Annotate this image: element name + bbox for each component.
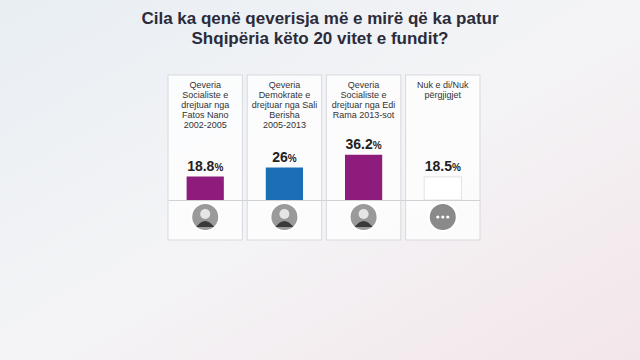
bars xyxy=(187,155,462,200)
bar xyxy=(424,177,461,200)
data-label: 26% xyxy=(272,149,297,165)
panel xyxy=(247,75,321,240)
portrait-head xyxy=(200,209,210,219)
portrait xyxy=(270,203,298,231)
bar xyxy=(345,155,382,200)
data-label: 36.2% xyxy=(346,136,382,152)
portrait xyxy=(350,203,378,231)
portraits xyxy=(191,203,457,231)
portrait xyxy=(429,203,457,231)
title: Cila ka qenë qeverisja më e mirë që ka p… xyxy=(141,9,499,48)
panel xyxy=(326,75,400,240)
bar xyxy=(187,177,224,201)
data-label: 18.8% xyxy=(187,158,223,174)
bar xyxy=(266,168,303,201)
portrait-body xyxy=(275,221,293,227)
background xyxy=(0,0,640,360)
category-label: Nuk e di/Nukpërgjigjet xyxy=(417,80,469,100)
portrait-body xyxy=(196,221,214,227)
dots-icon xyxy=(441,215,444,218)
chart: Cila ka qenë qeverisja më e mirë që ka p… xyxy=(0,0,640,360)
portrait-head xyxy=(279,209,289,219)
panel xyxy=(168,75,242,240)
portrait-body xyxy=(355,221,373,227)
category-label: QeveriaSocialiste edrejtuar ngaFatos Nan… xyxy=(181,80,229,130)
category-label: QeveriaDemokrate edrejtuar nga SaliBeris… xyxy=(252,80,318,130)
panels xyxy=(168,75,480,240)
axis-line xyxy=(169,200,481,201)
category-label: QeveriaSocialiste edrejtuar nga EdiRama … xyxy=(332,80,396,120)
panel xyxy=(406,75,480,240)
data-label: 18.5% xyxy=(425,158,461,174)
dots-icon xyxy=(436,215,439,218)
category-labels: QeveriaSocialiste edrejtuar ngaFatos Nan… xyxy=(181,80,469,130)
dots-icon xyxy=(446,215,449,218)
portrait-head xyxy=(359,209,369,219)
data-labels: 18.8% 26% 36.2% 18.5% xyxy=(187,136,461,174)
portrait xyxy=(191,203,219,231)
